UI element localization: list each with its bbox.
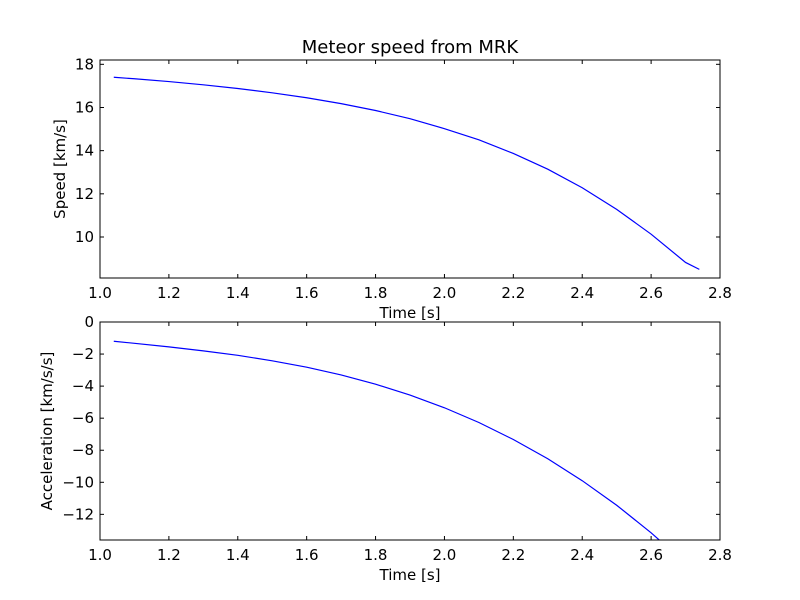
acceleration-x-tick-label: 2.0 bbox=[433, 546, 457, 564]
speed-chart-title: Meteor speed from MRK bbox=[302, 37, 520, 58]
acceleration-subplot: 1.0 1.2 1.4 1.6 1.8 2.0 2.2 2.4 2.6 2.8 0 −2 −4 −6 −8 −… bbox=[38, 313, 732, 584]
acceleration-x-tick-label: 2.2 bbox=[501, 546, 525, 564]
speed-y-tick-label: 16 bbox=[75, 98, 94, 116]
speed-x-tick-label: 2.2 bbox=[501, 284, 525, 302]
speed-y-tick-label: 14 bbox=[75, 142, 94, 160]
speed-x-tick-label: 2.4 bbox=[570, 284, 594, 302]
speed-x-tick-label: 1.2 bbox=[157, 284, 181, 302]
acceleration-y-tick-label: −6 bbox=[72, 409, 94, 427]
acceleration-y-axis-label: Acceleration [km/s/s] bbox=[38, 352, 56, 511]
speed-x-tick-label: 1.8 bbox=[364, 284, 388, 302]
acceleration-x-tick-label: 2.6 bbox=[639, 546, 663, 564]
speed-y-tick-label: 18 bbox=[75, 55, 94, 73]
acceleration-y-tick-label: −4 bbox=[72, 377, 94, 395]
acceleration-x-tick-label: 2.4 bbox=[570, 546, 594, 564]
speed-x-tick-label: 2.6 bbox=[639, 284, 663, 302]
speed-x-tick-label: 1.4 bbox=[226, 284, 250, 302]
acceleration-y-tick-label: −2 bbox=[72, 345, 94, 363]
speed-y-tick-label: 10 bbox=[75, 228, 94, 246]
speed-x-tick-label: 2.0 bbox=[433, 284, 457, 302]
speed-x-tick-label: 1.0 bbox=[88, 284, 112, 302]
speed-series-line bbox=[113, 76, 700, 270]
acceleration-x-tick-label: 1.2 bbox=[157, 546, 181, 564]
acceleration-y-tick-label: −12 bbox=[62, 505, 94, 523]
speed-subplot: Meteor speed from MRK 1.0 1.2 1.4 1.6 1.8 2.0… bbox=[51, 37, 732, 322]
acceleration-x-tick-label: 1.6 bbox=[295, 546, 319, 564]
acceleration-x-axis-label: Time [s] bbox=[379, 566, 441, 584]
acceleration-x-tick-label: 2.8 bbox=[708, 546, 732, 564]
acceleration-y-tick-label: 0 bbox=[84, 313, 94, 331]
speed-x-axis-label: Time [s] bbox=[379, 304, 441, 322]
speed-x-tick-label: 2.8 bbox=[708, 284, 732, 302]
acceleration-series-line bbox=[113, 340, 661, 540]
acceleration-x-tick-label: 1.0 bbox=[88, 546, 112, 564]
acceleration-x-tick-label: 1.4 bbox=[226, 546, 250, 564]
speed-y-tick-label: 12 bbox=[75, 185, 94, 203]
acceleration-axis-ticks: 1.0 1.2 1.4 1.6 1.8 2.0 2.2 2.4 2.6 2.8 0 −2 −4 −6 −8 −… bbox=[62, 313, 732, 564]
acceleration-y-tick-label: −8 bbox=[72, 441, 94, 459]
speed-axis-ticks: 1.0 1.2 1.4 1.6 1.8 2.0 2.2 2.4 2.6 2.8 10 12 14 16 18 bbox=[75, 55, 732, 302]
acceleration-x-tick-label: 1.8 bbox=[364, 546, 388, 564]
acceleration-plot-frame bbox=[99, 321, 721, 541]
speed-plot-frame bbox=[99, 59, 721, 279]
acceleration-y-tick-label: −10 bbox=[62, 473, 94, 491]
speed-x-tick-label: 1.6 bbox=[295, 284, 319, 302]
speed-y-axis-label: Speed [km/s] bbox=[51, 119, 69, 219]
